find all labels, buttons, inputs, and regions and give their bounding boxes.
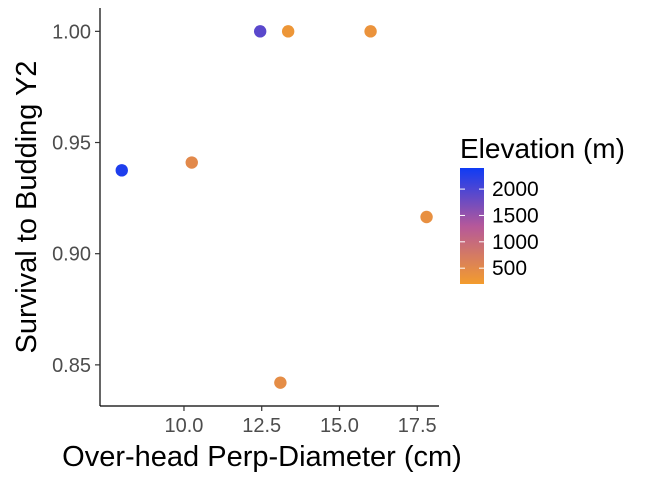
data-point bbox=[281, 25, 295, 38]
legend-tick-label: 1500 bbox=[492, 204, 539, 227]
data-point bbox=[274, 376, 287, 389]
legend-tick-label: 2000 bbox=[492, 178, 539, 201]
y-tick-label: 0.90 bbox=[52, 244, 91, 266]
x-axis-title: Over-head Perp-Diameter (cm) bbox=[62, 441, 462, 473]
data-point bbox=[253, 25, 267, 38]
legend-tick-label: 1000 bbox=[492, 231, 539, 254]
legend: Elevation (m) 500 1000 1500 2000 bbox=[460, 133, 625, 284]
x-tick-label: 10.0 bbox=[165, 415, 204, 437]
y-axis-title: Survival to Budding Y2 bbox=[11, 61, 43, 354]
legend-colorbar bbox=[460, 168, 484, 284]
x-tick-label: 12.5 bbox=[242, 415, 281, 437]
y-tick-label: 0.95 bbox=[52, 133, 91, 155]
y-tick-label: 0.85 bbox=[52, 355, 91, 377]
legend-title: Elevation (m) bbox=[460, 133, 625, 164]
legend-tick-label: 500 bbox=[492, 257, 527, 280]
x-ticks: 10.0 12.5 15.0 17.5 bbox=[165, 406, 437, 437]
axes bbox=[99, 8, 439, 407]
x-tick-label: 17.5 bbox=[398, 415, 437, 437]
data-point bbox=[185, 156, 198, 169]
data-point bbox=[364, 25, 377, 38]
y-tick-label: 1.00 bbox=[52, 21, 91, 43]
legend-ticks: 500 1000 1500 2000 bbox=[460, 178, 539, 280]
x-tick-label: 15.0 bbox=[320, 415, 359, 437]
y-ticks: 0.85 0.90 0.95 1.00 bbox=[52, 21, 100, 377]
data-points bbox=[115, 25, 433, 389]
data-point bbox=[115, 164, 128, 177]
data-point bbox=[420, 210, 433, 224]
